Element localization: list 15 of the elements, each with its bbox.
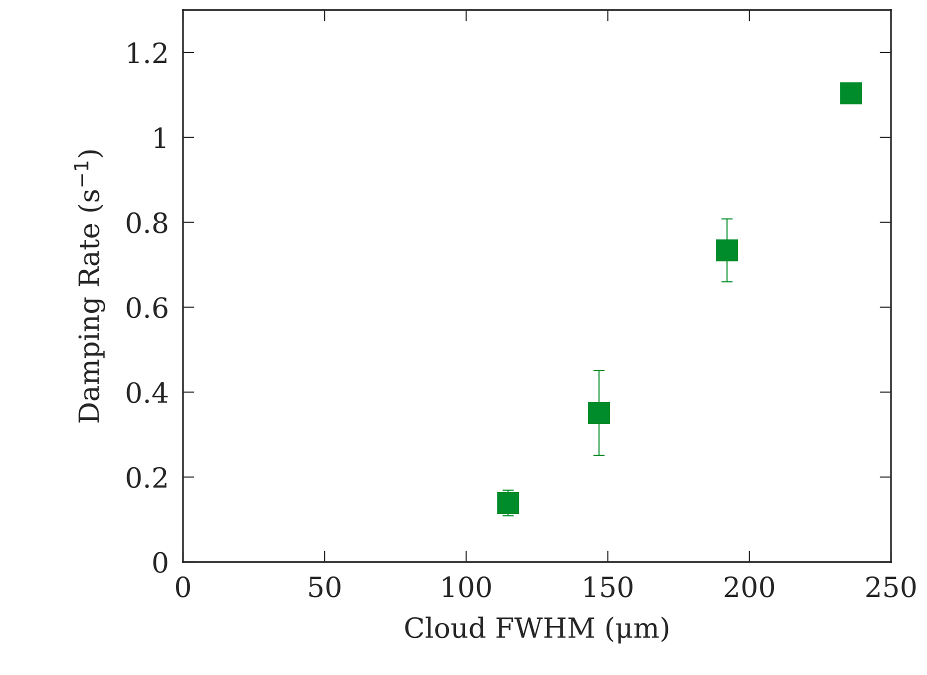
y-tick-label: 0.6 — [126, 297, 168, 318]
x-tick-label: 0 — [176, 576, 190, 598]
x-tick-label: 250 — [866, 576, 916, 598]
y-tick-label: 1.2 — [128, 42, 166, 64]
y-tick-label: 1 — [154, 127, 166, 148]
y-tick-label: 0.8 — [126, 212, 168, 234]
x-axis-title: Cloud FWHM (μm) — [405, 616, 668, 644]
y-tick-label: 0.2 — [126, 467, 166, 488]
y-tick-label: 0.4 — [126, 382, 168, 404]
x-tick-label: 150 — [584, 576, 632, 598]
x-tick-label: 200 — [724, 576, 774, 598]
x-tick-label: 50 — [309, 576, 340, 598]
y-axis-title: Damping Rate (s$^{−1}$) — [74, 150, 106, 423]
y-tick-label: 0 — [153, 552, 168, 573]
x-tick-label: 100 — [443, 576, 491, 598]
